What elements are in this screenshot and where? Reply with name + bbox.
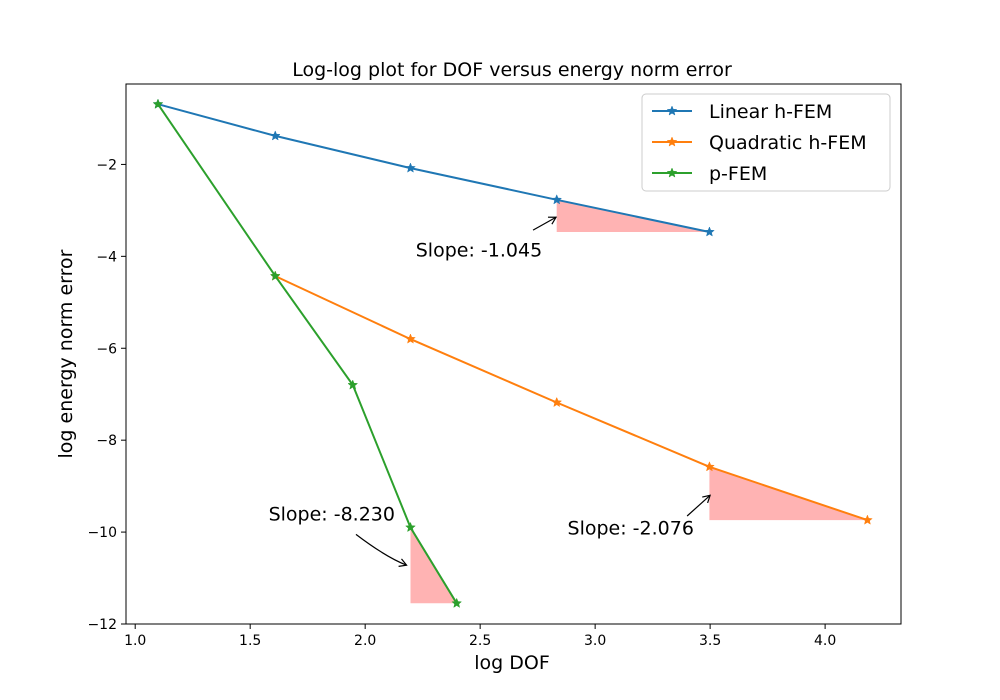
y-tick-label: −2 [96, 157, 117, 173]
data-point [862, 514, 873, 525]
chart-title: Log-log plot for DOF versus energy norm … [292, 59, 732, 81]
data-point [704, 226, 715, 237]
y-tick-label: −6 [96, 341, 117, 357]
legend: Linear h-FEM Quadratic h-FEM p-FEM [641, 93, 891, 192]
slope-annotation-arrow [355, 533, 408, 567]
legend-label: p-FEM [709, 163, 767, 185]
data-point [451, 597, 463, 608]
data-point [405, 521, 416, 533]
data-point [405, 162, 416, 173]
y-tick-label: −8 [96, 433, 117, 449]
x-tick-label: 4.0 [814, 633, 836, 649]
slope-annotation-label: Slope: -1.045 [416, 239, 542, 261]
x-tick-label: 2.0 [354, 633, 376, 649]
x-tick-label: 1.5 [239, 633, 261, 649]
y-tick-label: −10 [87, 525, 117, 541]
plot-area-frame [125, 83, 902, 625]
x-axis-label: log DOF [474, 652, 550, 674]
y-tick-label: −4 [96, 249, 117, 265]
data-point [269, 130, 281, 141]
x-axis-ticks: 1.0 1.5 2.0 2.5 3.0 3.5 4.0 [124, 624, 836, 649]
data-point [347, 379, 359, 390]
data-point [405, 333, 416, 344]
slope-annotations: Slope: -1.045 Slope: -2.076 Slope: -8.230 [269, 216, 712, 567]
data-point [704, 461, 715, 472]
data-point [152, 98, 164, 109]
data-series [152, 98, 873, 608]
data-point [269, 270, 281, 281]
slope-annotation-label: Slope: -2.076 [568, 517, 694, 539]
x-tick-label: 2.5 [469, 633, 491, 649]
x-tick-label: 1.0 [124, 633, 146, 649]
legend-marker [666, 167, 678, 178]
series-line [157, 103, 710, 233]
legend-label: Linear h-FEM [709, 101, 832, 123]
y-axis-label: log energy norm error [55, 249, 77, 458]
x-tick-label: 3.0 [584, 633, 606, 649]
series-line [274, 275, 868, 522]
slope-annotation-arrow [532, 216, 558, 231]
legend-label: Quadratic h-FEM [709, 132, 867, 154]
data-point [551, 396, 563, 408]
legend-box [641, 93, 891, 192]
slope-annotation-arrow [686, 494, 712, 517]
legend-marker [666, 136, 678, 147]
y-axis-ticks: −2 −4 −6 −8 −10 −12 [87, 157, 126, 633]
data-point [551, 194, 563, 205]
slope-annotation-label: Slope: -8.230 [269, 504, 395, 526]
legend-marker [666, 105, 678, 116]
x-tick-label: 3.5 [699, 633, 721, 649]
y-tick-label: −12 [87, 617, 117, 633]
